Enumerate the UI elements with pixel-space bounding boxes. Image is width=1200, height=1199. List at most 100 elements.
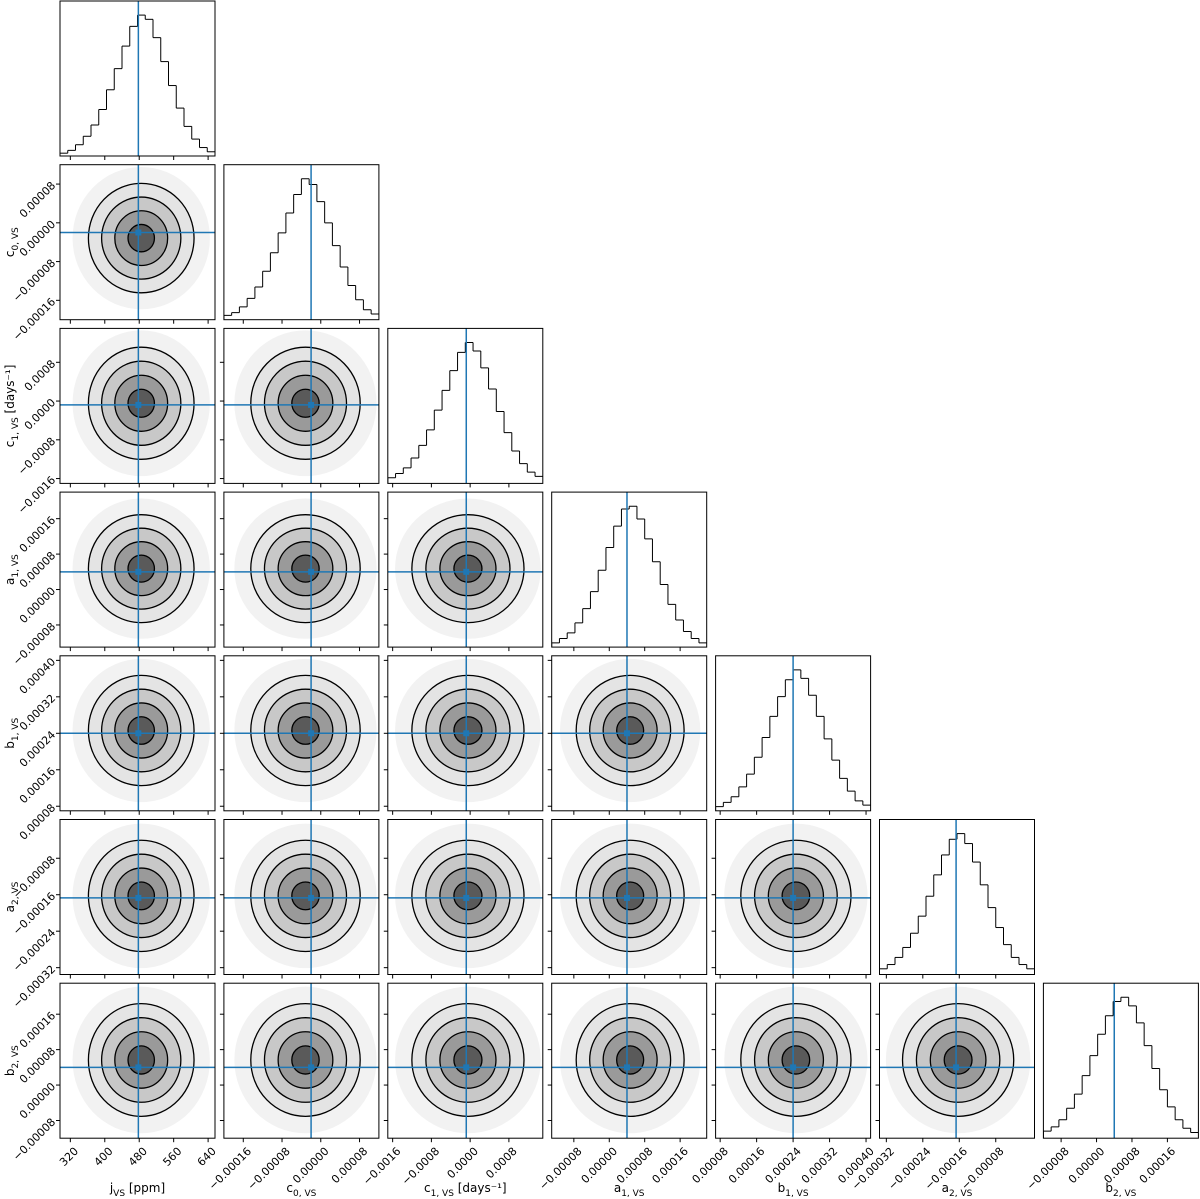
contour	[575, 1002, 685, 1118]
contour	[411, 674, 525, 787]
contour	[127, 554, 156, 583]
contour	[277, 1031, 334, 1089]
y-tick-label: 0.0008	[22, 357, 58, 393]
density	[616, 716, 644, 745]
density	[291, 716, 320, 745]
truth-point	[463, 894, 470, 901]
contour	[100, 853, 182, 939]
panel	[715, 819, 871, 975]
contour	[87, 182, 195, 294]
contour	[575, 674, 685, 787]
panel-frame	[387, 982, 544, 1139]
axis-label: c0, VS	[3, 227, 21, 257]
contour	[277, 867, 334, 925]
panel	[387, 983, 543, 1139]
contour	[250, 1002, 361, 1118]
contour	[250, 839, 361, 953]
label-base: b	[3, 741, 17, 749]
contour	[616, 881, 645, 911]
label-sub: 2, VS	[1113, 1189, 1137, 1199]
label-suffix: [days⁻¹]	[454, 1181, 507, 1195]
truth-point	[308, 894, 315, 901]
label-base: a	[614, 1181, 621, 1195]
y-tick-label: 0.00008	[17, 801, 58, 842]
label-sub: 2, VS	[949, 1189, 973, 1199]
axis-label: jVS [ppm]	[109, 1181, 165, 1199]
x-tick-label: 0.00008	[1101, 1145, 1142, 1186]
contour	[277, 541, 334, 597]
x-tick-label: 0.00000	[290, 1145, 331, 1186]
label-base: c	[424, 1181, 431, 1195]
panel-frame	[223, 164, 380, 321]
contour	[87, 839, 195, 953]
x-tick-label: 400	[92, 1145, 116, 1169]
contour	[100, 1017, 182, 1103]
axis-label: b2, VS	[1105, 1181, 1136, 1199]
contour	[250, 346, 361, 460]
panel-frame	[223, 819, 380, 975]
label-sub: VS	[113, 1189, 125, 1199]
contour	[87, 346, 195, 460]
panel-frame	[387, 819, 544, 975]
truth-point	[463, 568, 470, 575]
panel-frame	[59, 982, 216, 1139]
panel	[60, 492, 215, 648]
y-tick-label: 0.00016	[17, 765, 58, 806]
contour	[291, 881, 320, 911]
axis-label: b1, VS	[778, 1181, 809, 1199]
contour	[87, 1002, 195, 1118]
contour	[100, 527, 182, 610]
contour	[277, 374, 334, 432]
contour	[411, 1002, 525, 1118]
y-tick-label: 0.00016	[17, 514, 58, 555]
y-tick-label: 0.0000	[22, 396, 58, 432]
x-tick-label: 0.0008	[483, 1145, 519, 1181]
truth-point	[790, 1064, 797, 1071]
panel	[60, 819, 215, 975]
contour	[291, 388, 320, 418]
label-base: b	[3, 1069, 17, 1077]
x-tick-label: −0.00008	[537, 1145, 585, 1193]
label-base: b	[778, 1181, 786, 1195]
label-base: c	[3, 251, 17, 258]
y-tick-label: −0.00008	[10, 1116, 58, 1164]
contour	[250, 514, 361, 624]
contour	[781, 1045, 811, 1075]
truth-point	[308, 401, 315, 408]
y-tick-label: 0.00000	[17, 218, 58, 259]
contour	[263, 688, 348, 773]
panel-frame	[551, 491, 708, 648]
label-sub: 1, VS	[621, 1189, 645, 1199]
panel-frame	[387, 491, 544, 648]
contour	[114, 702, 169, 759]
truth-point	[953, 1064, 960, 1071]
label-base: a	[3, 905, 17, 912]
truth-point	[623, 894, 630, 901]
x-tick-label: 560	[160, 1145, 184, 1169]
label-sub: 2, VS	[11, 1045, 21, 1069]
axis-label: c0, VS	[286, 1181, 316, 1199]
panel-frame	[387, 655, 544, 812]
contour	[453, 1045, 483, 1075]
x-tick-label: −0.00008	[1024, 1145, 1072, 1193]
contour	[781, 881, 811, 911]
panel	[387, 492, 543, 648]
panel	[60, 1, 215, 156]
panel	[387, 819, 543, 975]
axis-label: a1, VS	[3, 554, 21, 585]
panel	[551, 492, 707, 648]
contour	[616, 716, 645, 745]
contour	[263, 1017, 348, 1103]
axis-label: b1, VS	[3, 718, 21, 749]
label-sub: 1, VS	[11, 417, 21, 441]
panel-frame	[59, 164, 216, 321]
axis-label: c1, VS [days⁻¹]	[424, 1181, 507, 1199]
panel-frame	[551, 819, 708, 975]
contour	[263, 360, 348, 446]
label-suffix: [days⁻¹]	[3, 365, 17, 418]
truth-point	[135, 401, 142, 408]
panel	[387, 328, 543, 484]
truth-point	[308, 730, 315, 737]
contour	[915, 1017, 1001, 1103]
